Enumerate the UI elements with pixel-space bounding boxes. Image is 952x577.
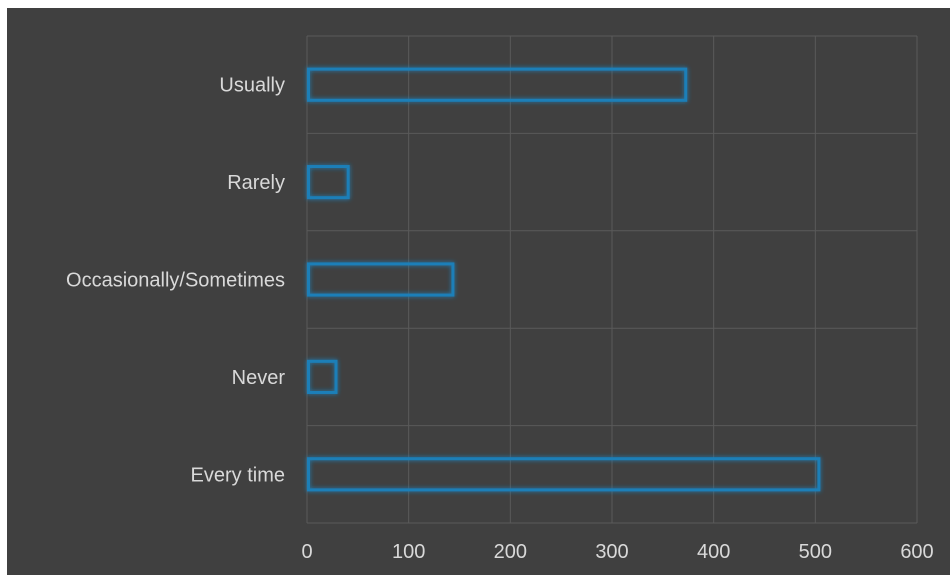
- category-label: Usually: [219, 75, 285, 97]
- chart-area: Every time Never Occasionally/Sometimes Rar…: [7, 8, 950, 575]
- x-tick-label: 600: [900, 541, 933, 563]
- bars: [307, 67, 821, 492]
- x-axis-tick-labels: 0 100 200 300 400 500 600: [301, 541, 933, 563]
- category-labels: Every time Never Occasionally/Sometimes Rar…: [66, 75, 285, 487]
- bar: [307, 457, 821, 492]
- category-label: Never: [232, 367, 286, 389]
- category-label: Rarely: [227, 172, 285, 194]
- bar: [307, 359, 338, 394]
- bar: [307, 165, 350, 200]
- x-tick-label: 100: [392, 541, 425, 563]
- category-label: Every time: [191, 464, 285, 486]
- x-tick-label: 400: [697, 541, 730, 563]
- x-tick-label: 300: [595, 541, 628, 563]
- x-tick-label: 0: [301, 541, 312, 563]
- bar: [307, 67, 688, 102]
- category-label: Occasionally/Sometimes: [66, 270, 285, 292]
- x-tick-label: 500: [799, 541, 832, 563]
- bar: [307, 262, 455, 297]
- x-tick-label: 200: [494, 541, 527, 563]
- bar-chart: Every time Never Occasionally/Sometimes Rar…: [66, 35, 934, 563]
- gridlines: [306, 35, 918, 524]
